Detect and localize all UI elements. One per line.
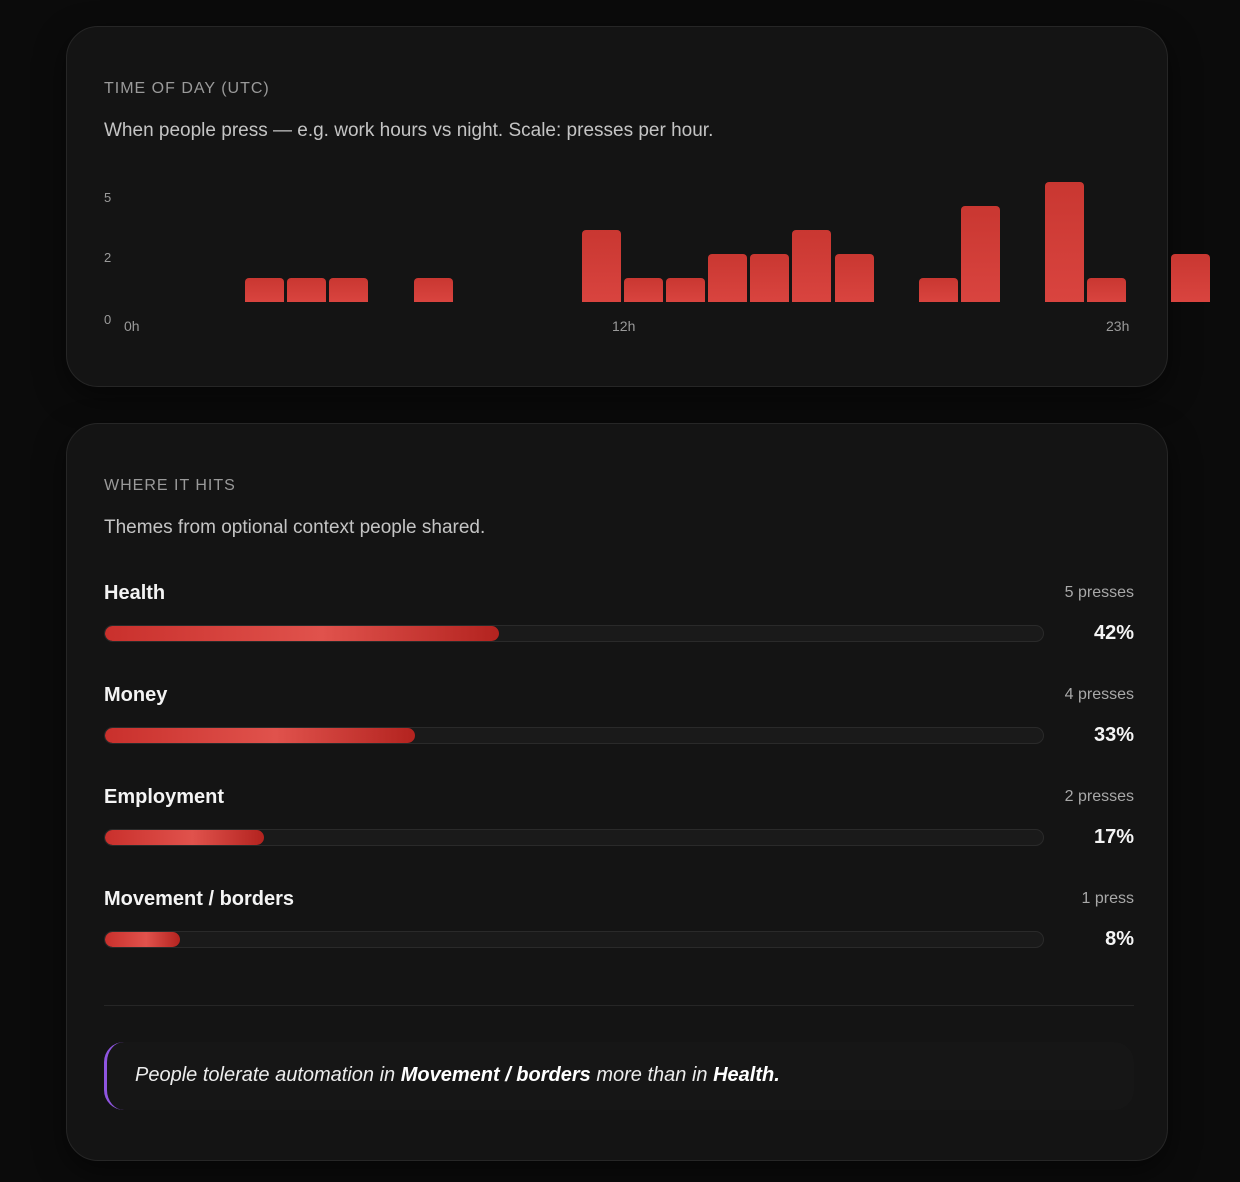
hour-bar-3h bbox=[329, 278, 369, 302]
theme-progress-fill bbox=[105, 932, 181, 947]
hour-bar-1h bbox=[245, 278, 285, 302]
hour-bar-20h bbox=[1045, 182, 1084, 302]
theme-name: Employment bbox=[104, 786, 225, 808]
theme-progress-track bbox=[104, 931, 1044, 948]
insight-callout: People tolerate automation in Movement /… bbox=[104, 1042, 1134, 1110]
where-it-hits-description: Themes from optional context people shar… bbox=[104, 517, 486, 538]
hour-bar-11h bbox=[666, 278, 706, 302]
theme-name: Movement / borders bbox=[104, 888, 295, 910]
hour-bar-15h bbox=[834, 254, 874, 302]
y-tick-0: 0 bbox=[104, 312, 112, 327]
hour-bar-21h bbox=[1087, 278, 1127, 302]
where-it-hits-title: WHERE IT HITS bbox=[104, 477, 236, 494]
theme-name: Health bbox=[104, 582, 166, 604]
theme-row-money: Money 4 presses 33% bbox=[104, 684, 1134, 764]
theme-progress-track bbox=[104, 625, 1044, 642]
insight-strong-tolerated: Movement / borders bbox=[400, 1064, 591, 1086]
where-it-hits-card: WHERE IT HITS Themes from optional conte… bbox=[66, 423, 1168, 1161]
theme-progress-track bbox=[104, 829, 1044, 846]
hour-bar-10h bbox=[624, 278, 663, 302]
theme-row-health: Health 5 presses 42% bbox=[104, 582, 1134, 662]
hour-bar-14h bbox=[792, 230, 832, 302]
theme-percent: 8% bbox=[1105, 928, 1134, 950]
insight-prefix: People tolerate automation in bbox=[135, 1064, 401, 1086]
hour-bar-13h bbox=[750, 254, 790, 302]
y-tick-5: 5 bbox=[104, 190, 112, 205]
theme-row-movement-borders: Movement / borders 1 press 8% bbox=[104, 888, 1134, 968]
time-of-day-card: TIME OF DAY (UTC) When people press — e.… bbox=[66, 26, 1211, 387]
hour-bar-5h bbox=[413, 278, 453, 302]
hour-bar-23h bbox=[1171, 254, 1211, 302]
section-divider bbox=[104, 1005, 1134, 1006]
time-of-day-title: TIME OF DAY (UTC) bbox=[104, 80, 270, 97]
theme-progress-track bbox=[104, 727, 1044, 744]
insight-strong-resisted: Health. bbox=[713, 1064, 780, 1086]
hour-bar-9h bbox=[581, 230, 621, 302]
insight-middle: more than in bbox=[590, 1064, 714, 1086]
y-tick-2: 2 bbox=[104, 250, 112, 265]
theme-count: 4 presses bbox=[1064, 686, 1134, 703]
theme-count: 2 presses bbox=[1064, 788, 1134, 805]
time-of-day-description: When people press — e.g. work hours vs n… bbox=[104, 120, 714, 141]
theme-count: 5 presses bbox=[1064, 584, 1134, 601]
x-tick-0h: 0h bbox=[124, 318, 140, 334]
theme-progress-fill bbox=[105, 626, 499, 641]
hour-bar-2h bbox=[287, 278, 327, 302]
theme-progress-fill bbox=[105, 830, 265, 845]
theme-percent: 33% bbox=[1093, 724, 1134, 746]
hour-bar-17h bbox=[918, 278, 958, 302]
hourly-bar-chart: 5 2 0 0h 12h 23h bbox=[97, 177, 1211, 347]
x-tick-23h: 23h bbox=[1106, 318, 1130, 334]
hour-bar-18h bbox=[960, 206, 1000, 302]
insight-text: People tolerate automation in Movement /… bbox=[135, 1064, 780, 1087]
theme-count: 1 press bbox=[1081, 890, 1134, 907]
theme-progress-fill bbox=[105, 728, 415, 743]
hour-bar-12h bbox=[708, 254, 748, 302]
theme-percent: 42% bbox=[1093, 622, 1134, 644]
theme-name: Money bbox=[104, 684, 168, 706]
theme-row-employment: Employment 2 presses 17% bbox=[104, 786, 1134, 866]
x-tick-12h: 12h bbox=[612, 318, 636, 334]
theme-percent: 17% bbox=[1093, 826, 1134, 848]
